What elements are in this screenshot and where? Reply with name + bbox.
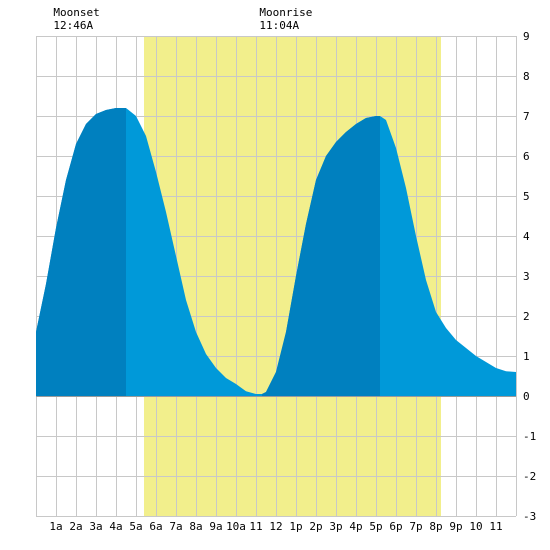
y-tick-label: 9 xyxy=(523,30,530,43)
x-tick-label: 10a xyxy=(226,520,246,533)
x-tick-label: 6a xyxy=(149,520,162,533)
x-tick-label: 12 xyxy=(269,520,282,533)
x-tick-label: 7a xyxy=(169,520,182,533)
x-tick-label: 4a xyxy=(109,520,122,533)
x-tick-label: 7p xyxy=(409,520,422,533)
tide-layer xyxy=(36,108,516,396)
y-tick-label: 0 xyxy=(523,390,530,403)
y-tick-label: -2 xyxy=(523,470,536,483)
y-tick-label: 8 xyxy=(523,70,530,83)
x-tick-label: 8p xyxy=(429,520,442,533)
moon-event-name: Moonset xyxy=(53,6,99,19)
y-tick-label: -3 xyxy=(523,510,536,523)
x-tick-label: 3a xyxy=(89,520,102,533)
moon-event-time: 11:04A xyxy=(259,19,299,32)
x-tick-label: 8a xyxy=(189,520,202,533)
y-tick-label: -1 xyxy=(523,430,536,443)
x-tick-label: 5p xyxy=(369,520,382,533)
x-tick-label: 1a xyxy=(49,520,62,533)
moon-event-time: 12:46A xyxy=(53,19,93,32)
x-tick-label: 5a xyxy=(129,520,142,533)
y-tick-label: 2 xyxy=(523,310,530,323)
x-tick-label: 1p xyxy=(289,520,302,533)
tide-area-rising xyxy=(36,108,126,396)
x-tick-label: 9a xyxy=(209,520,222,533)
x-tick-label: 9p xyxy=(449,520,462,533)
x-tick-label: 10 xyxy=(469,520,482,533)
y-tick-label: 7 xyxy=(523,110,530,123)
x-tick-label: 11 xyxy=(489,520,502,533)
y-tick-label: 6 xyxy=(523,150,530,163)
y-tick-label: 3 xyxy=(523,270,530,283)
x-tick-label: 3p xyxy=(329,520,342,533)
tide-area-rising xyxy=(262,116,380,396)
y-tick-label: 5 xyxy=(523,190,530,203)
grid-layer xyxy=(36,36,517,517)
y-tick-label: 1 xyxy=(523,350,530,363)
moon-event-name: Moonrise xyxy=(259,6,312,19)
x-tick-label: 11 xyxy=(249,520,262,533)
x-tick-label: 6p xyxy=(389,520,402,533)
tide-area-falling xyxy=(36,108,516,396)
x-tick-label: 2p xyxy=(309,520,322,533)
label-layer: 1a 2a 3a 4a 5a 6a 7a 8a 9a 10a 11 12 1p 2p 3p 4p 5p 6p 7p 8… xyxy=(49,6,536,533)
y-tick-label: 4 xyxy=(523,230,530,243)
x-tick-label: 4p xyxy=(349,520,362,533)
x-tick-label: 2a xyxy=(69,520,82,533)
